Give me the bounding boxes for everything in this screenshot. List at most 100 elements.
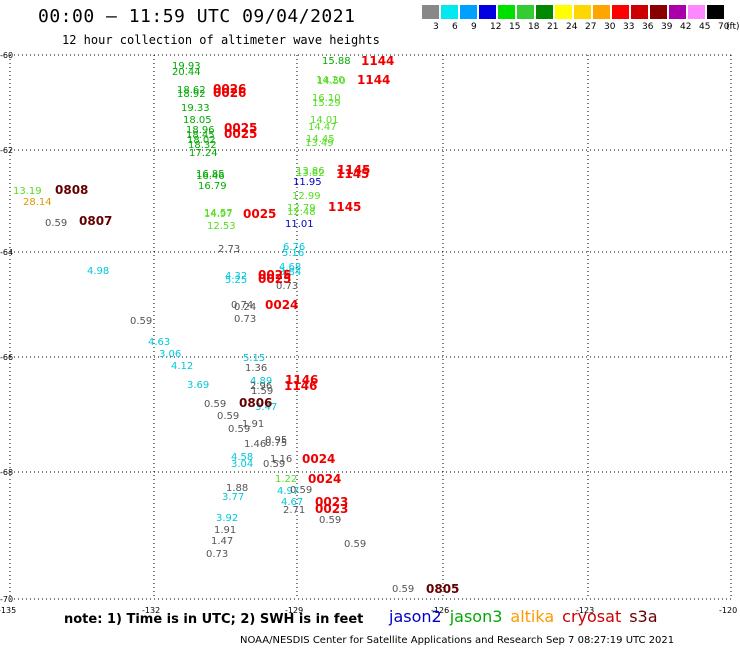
wave-height-value: 1.59 — [251, 386, 273, 397]
page-subtitle: 12 hour collection of altimeter wave hei… — [62, 33, 380, 47]
wave-height-value: 16.79 — [198, 181, 227, 192]
pass-time-label: 0025 — [258, 272, 291, 286]
pass-time-label: 0805 — [426, 582, 459, 596]
legend-label: 30 — [604, 22, 616, 32]
pass-time-label: 0025 — [224, 121, 257, 135]
wave-height-value: 4.58 — [231, 452, 253, 463]
wave-height-value: 17.24 — [189, 148, 218, 159]
legend-swatch — [612, 5, 629, 19]
pass-time-label: 0023 — [315, 495, 348, 509]
pass-time-label: 1145 — [337, 163, 370, 177]
satellite-name-altika: altika — [510, 607, 555, 626]
wave-height-value: 1.22 — [275, 474, 297, 485]
wave-height-value: 1.88 — [226, 483, 248, 494]
wave-height-value: 16.10 — [312, 93, 341, 104]
wave-height-value: 0.73 — [206, 549, 228, 560]
pass-time-label: 1144 — [361, 54, 394, 68]
legend-swatch — [631, 5, 648, 19]
pass-time-label: 1145 — [328, 200, 361, 214]
wave-height-value: 18.62 — [177, 85, 206, 96]
legend-label: 27 — [585, 22, 597, 32]
lon-tick-label: -120 — [719, 606, 737, 615]
map-axes: -135 -132 -129 -126 -123 -120 -60 -62 -64 -66 -68 -… — [0, 51, 737, 615]
wave-height-value: 18.96 — [186, 125, 215, 136]
legend-label: 36 — [642, 22, 654, 32]
wave-height-value: 13.19 — [13, 186, 42, 197]
wave-height-value: 0.59 — [263, 459, 285, 470]
wave-height-value: 14.50 — [317, 76, 346, 87]
legend-swatch — [460, 5, 477, 19]
wave-height-value: 0.59 — [130, 316, 152, 327]
wave-height-value: 0.24 — [234, 302, 256, 313]
legend-swatch — [555, 5, 572, 19]
lon-tick-label: -129 — [285, 606, 303, 615]
lat-tick-label: -66 — [0, 353, 13, 362]
wave-height-value: 14.20 — [316, 75, 345, 86]
legend-label: 18 — [528, 22, 540, 32]
pass-time-label: 0025 — [243, 207, 276, 221]
pass-time-label: 0025 — [224, 127, 257, 141]
lon-tick-label: -132 — [142, 606, 160, 615]
wave-height-value: 0.95 — [265, 435, 287, 446]
wave-height-value: 20.44 — [172, 67, 201, 78]
wave-height-value: 11.95 — [293, 177, 322, 188]
lon-tick-label: -135 — [0, 606, 16, 615]
wave-height-value: 4.98 — [87, 266, 109, 277]
wave-height-value: 19.93 — [172, 61, 201, 72]
wave-height-value: 4.67 — [281, 497, 303, 508]
legend-label: 39 — [661, 22, 673, 32]
wave-height-value: 12.79 — [287, 203, 316, 214]
legend-label: 24 — [566, 22, 578, 32]
pass-time-label: 1144 — [357, 73, 390, 87]
wave-height-value: 5.16 — [282, 248, 304, 259]
satellite-name-s3a: s3a — [629, 607, 658, 626]
wave-height-value: 3.84 — [279, 267, 301, 278]
wave-height-value: 1.36 — [245, 363, 267, 374]
wave-height-value: 15.29 — [312, 98, 341, 109]
wave-height-value: 6.76 — [283, 242, 305, 253]
legend-swatch — [479, 5, 496, 19]
wave-height-value: 0.73 — [276, 281, 298, 292]
wave-height-value: 18.45 — [186, 130, 215, 141]
legend-label: 21 — [547, 22, 559, 32]
wave-height-value: 0.59 — [290, 485, 312, 496]
wave-height-value: 3.04 — [231, 459, 253, 470]
wave-height-value: 13.49 — [305, 138, 334, 149]
wave-height-value: 0.59 — [204, 399, 226, 410]
legend-unit: (ft) — [726, 22, 740, 32]
legend-label: 70 — [718, 22, 730, 32]
units-note: note: 1) Time is in UTC; 2) SWH is in fe… — [64, 612, 364, 627]
satellite-name-cryosat: cryosat — [562, 607, 622, 626]
wave-height-value: 4.12 — [171, 361, 193, 372]
wave-height-value: 1.46 — [244, 439, 266, 450]
legend-swatch — [441, 5, 458, 19]
wave-height-value: 3.69 — [187, 380, 209, 391]
lon-tick-label: -123 — [576, 606, 594, 615]
wave-height-value: 5.25 — [225, 275, 247, 286]
pass-time-label: 0024 — [265, 298, 298, 312]
wave-height-value: 2.96 — [250, 381, 272, 392]
legend-label: 3 — [433, 22, 439, 32]
wave-height-value: 13.82 — [296, 168, 325, 179]
wave-height-value: 18.02 — [187, 135, 216, 146]
wave-height-value: 4.68 — [279, 262, 301, 273]
pass-time-label: 0023 — [315, 502, 348, 516]
wave-height-value: 0.74 — [231, 300, 253, 311]
wave-height-value: 14.47 — [308, 122, 337, 133]
wave-height-value: 2.73 — [218, 244, 240, 255]
lon-tick-label: -126 — [431, 606, 449, 615]
legend-label: 33 — [623, 22, 635, 32]
lat-tick-label: -64 — [0, 248, 13, 257]
pass-time-label: 0808 — [55, 183, 88, 197]
wave-height-value: 1.91 — [242, 419, 264, 430]
wave-height-value: 14.01 — [310, 115, 339, 126]
lat-tick-label: -68 — [0, 468, 13, 477]
legend-label: 42 — [680, 22, 692, 32]
wave-height-value: 18.92 — [177, 89, 206, 100]
pass-time-label: 0025 — [258, 268, 291, 282]
satellite-name-jason2: jason2 — [389, 607, 442, 626]
lat-tick-label: -60 — [0, 51, 13, 60]
legend-swatch — [517, 5, 534, 19]
